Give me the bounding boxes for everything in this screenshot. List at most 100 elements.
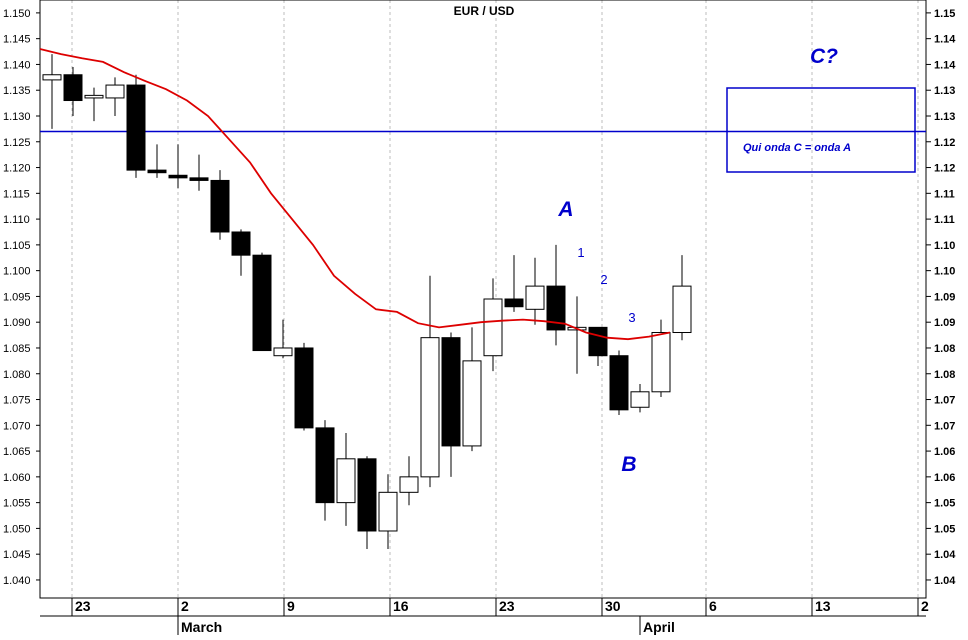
y-tick-label-right: 1.04	[934, 575, 956, 587]
x-tick-label: 23	[75, 598, 91, 614]
x-tick-label: 9	[287, 598, 295, 614]
candle-body	[147, 169, 167, 174]
y-tick-label-right: 1.11	[934, 214, 955, 226]
y-tick-label-left: 1.115	[3, 188, 30, 200]
target-box-note: Qui onda C = onda A	[743, 142, 851, 154]
candle-body	[546, 285, 566, 331]
plot-frame	[39, 0, 927, 599]
y-tick-label-left: 1.050	[3, 523, 31, 535]
y-tick-label-left: 1.070	[3, 420, 31, 432]
y-tick-label-left: 1.090	[3, 317, 31, 329]
candle-body	[441, 337, 461, 447]
candle-body	[609, 355, 629, 411]
candle-body	[630, 391, 650, 408]
chart-title: EUR / USD	[454, 4, 515, 18]
y-tick-label-right: 1.06	[934, 446, 955, 458]
y-tick-label-left: 1.060	[3, 472, 31, 484]
candle-body	[210, 179, 230, 233]
y-tick-label-right: 1.10	[934, 240, 955, 252]
candle-body	[84, 94, 104, 99]
wave-b-label: B	[621, 453, 636, 476]
subwave-2-label: 2	[600, 272, 607, 287]
y-tick-label-left: 1.120	[3, 163, 31, 175]
y-tick-label-left: 1.095	[3, 291, 31, 303]
candle-body	[378, 491, 398, 532]
y-tick-label-left: 1.150	[3, 8, 31, 20]
y-tick-label-left: 1.040	[3, 575, 31, 587]
y-tick-label-right: 1.05	[934, 498, 955, 510]
y-tick-label-right: 1.13	[934, 85, 955, 97]
candle-body	[189, 177, 209, 181]
x-tick-label: 6	[709, 598, 717, 614]
candle-body	[294, 347, 314, 429]
y-tick-label-right: 1.04	[934, 549, 956, 561]
candle-body	[63, 74, 83, 102]
y-tick-label-left: 1.145	[3, 34, 31, 46]
wave-a-label: A	[557, 198, 573, 221]
y-tick-label-left: 1.075	[3, 395, 31, 407]
y-tick-label-left: 1.045	[3, 549, 31, 561]
y-tick-label-left: 1.080	[3, 369, 31, 381]
moving-average-group	[39, 48, 671, 341]
y-tick-label-right: 1.10	[934, 266, 955, 278]
y-tick-label-left: 1.085	[3, 343, 31, 355]
y-tick-label-right: 1.13	[934, 111, 955, 123]
candle-body	[588, 326, 608, 357]
subwave-3-label: 3	[628, 310, 635, 325]
candle-body	[420, 337, 440, 478]
y-tick-label-right: 1.08	[934, 369, 955, 381]
candles-group	[42, 54, 692, 550]
candle-body	[231, 231, 251, 256]
wave-c-label: C?	[810, 45, 838, 68]
candle-body	[504, 298, 524, 308]
y-tick-label-left: 1.140	[3, 59, 31, 71]
candle-body	[651, 332, 671, 393]
y-tick-label-right: 1.14	[934, 34, 956, 46]
moving-average-line	[39, 48, 671, 341]
y-tick-label-right: 1.11	[934, 188, 955, 200]
y-tick-label-left: 1.065	[3, 446, 31, 458]
candle-body	[336, 458, 356, 504]
y-tick-label-right: 1.07	[934, 395, 955, 407]
target-box	[726, 87, 916, 173]
x-tick-label: 13	[815, 598, 831, 614]
y-tick-label-left: 1.100	[3, 266, 31, 278]
candle-body	[357, 458, 377, 532]
y-tick-label-left: 1.125	[3, 137, 31, 149]
y-axis-left: 1.040 1.045 1.050 1.055 1.060 1.065 1.070 1.075…	[3, 8, 40, 587]
subwave-1-label: 1	[577, 245, 584, 260]
candle-body	[483, 298, 503, 357]
y-tick-label-right: 1.12	[934, 163, 955, 175]
candle-body	[126, 84, 146, 171]
x-tick-label: 23	[499, 598, 515, 614]
y-tick-label-right: 1.09	[934, 317, 955, 329]
y-tick-label-left: 1.055	[3, 498, 31, 510]
y-tick-label-right: 1.05	[934, 523, 955, 535]
y-tick-label-right: 1.06	[934, 472, 955, 484]
candle-body	[462, 360, 482, 447]
candle-body	[252, 254, 272, 352]
y-axis-right: 1.04 1.04 1.05 1.05 1.06 1.06 1.07 1.07 1.08 1.08…	[926, 8, 956, 587]
candle-body	[315, 427, 335, 504]
candle-body	[42, 74, 62, 81]
y-tick-label-right: 1.08	[934, 343, 955, 355]
x-tick-label: 16	[393, 598, 409, 614]
y-tick-label-left: 1.130	[3, 111, 31, 123]
x-tick-label: 30	[605, 598, 621, 614]
y-tick-label-right: 1.15	[934, 8, 955, 20]
y-tick-label-right: 1.07	[934, 420, 955, 432]
x-tick-label: 2	[921, 598, 929, 614]
y-tick-label-right: 1.12	[934, 137, 955, 149]
x-axis: 23 2 9 16 23 30 6 13 2 March April	[40, 598, 929, 635]
candle-body	[105, 84, 125, 99]
candle-body	[525, 285, 545, 310]
candle-body	[168, 174, 188, 179]
month-label: April	[643, 619, 675, 635]
y-tick-label-right: 1.09	[934, 291, 955, 303]
y-tick-label-left: 1.135	[3, 85, 31, 97]
month-label: March	[181, 619, 222, 635]
y-tick-label-right: 1.14	[934, 59, 956, 71]
x-tick-label: 2	[181, 598, 189, 614]
